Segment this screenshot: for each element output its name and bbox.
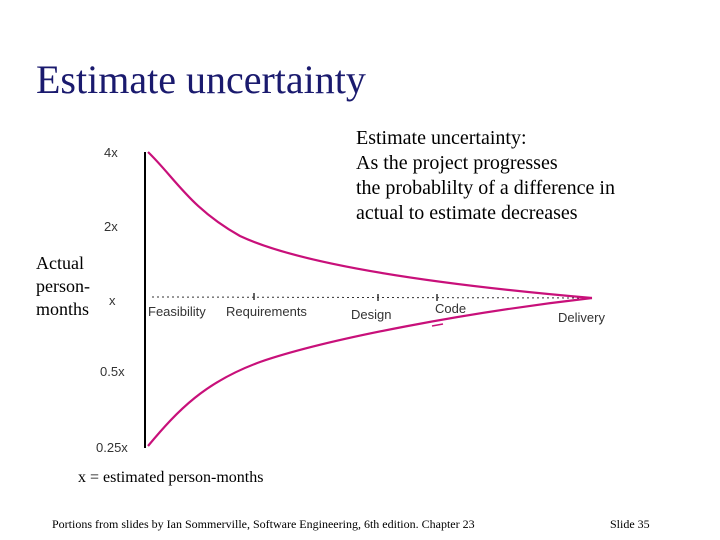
slide-title: Estimate uncertainty [36, 57, 366, 102]
phase-label: Feasibility [148, 304, 206, 319]
y-tick-label: 0.5x [100, 364, 125, 379]
annotation-line: the probablilty of a difference in [356, 177, 615, 199]
annotation-line: Estimate uncertainty: [356, 127, 527, 149]
annotation-text: Estimate uncertainty: As the project pro… [356, 126, 615, 226]
phase-label: Delivery [558, 310, 605, 325]
phase-label: Requirements [226, 304, 307, 319]
y-tick-label: 0.25x [96, 440, 128, 455]
upper-uncertainty-curve [147, 151, 593, 300]
footer-credit: Portions from slides by Ian Sommerville,… [52, 517, 475, 531]
phase-label: Code [435, 301, 466, 316]
lower-uncertainty-curve [147, 296, 593, 447]
annotation-line: actual to estimate decreases [356, 202, 578, 224]
y-tick-label: 4x [104, 145, 118, 160]
legend-note: x = estimated person-months [78, 469, 264, 486]
y-axis-title-line: Actual [36, 253, 84, 273]
annotation-line: As the project progresses [356, 152, 558, 174]
y-axis-title-line: person- [36, 276, 90, 296]
y-tick-label: 2x [104, 219, 118, 234]
y-axis-title: Actual person- months [36, 252, 90, 321]
y-axis-title-line: months [36, 299, 90, 319]
estimate-baseline [151, 296, 591, 299]
code-marker [431, 323, 444, 327]
slide-number: Slide 35 [610, 517, 650, 531]
phase-label: Design [351, 307, 391, 322]
y-tick-label: x [109, 293, 116, 308]
